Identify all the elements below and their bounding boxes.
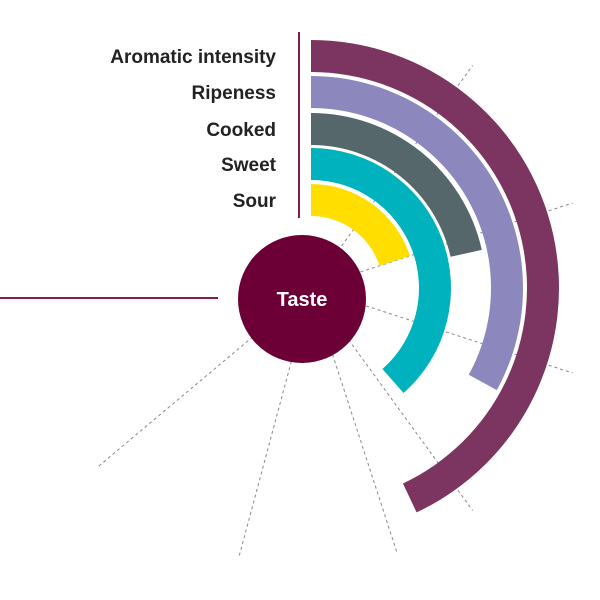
radial-bars [311,40,559,513]
label-sour: Sour [233,191,277,212]
center-circle [238,235,366,363]
guide-line [96,332,258,469]
label-aromatic-intensity: Aromatic intensity [110,47,276,68]
label-cooked: Cooked [206,120,276,141]
bar-ripeness [311,76,523,391]
dashed-guide-lines [96,65,573,559]
bar-sour [311,184,410,266]
guide-line [238,355,294,559]
bar-aromatic-intensity [311,40,559,513]
bar-sweet [311,148,451,394]
guide-line [332,354,399,555]
category-labels: Aromatic intensity Ripeness Cooked Sweet Sou… [110,47,276,212]
bar-cooked [311,113,482,257]
label-ripeness: Ripeness [192,83,276,104]
label-sweet: Sweet [221,155,277,176]
center-label: Taste [277,289,328,311]
